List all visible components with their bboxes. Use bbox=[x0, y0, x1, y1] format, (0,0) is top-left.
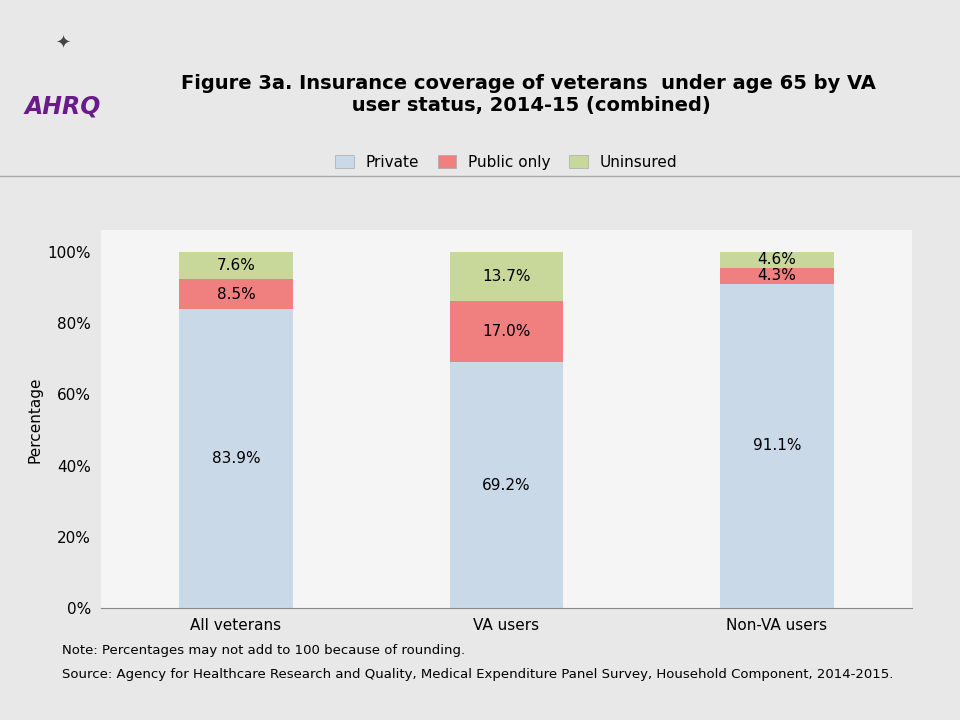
Text: 91.1%: 91.1% bbox=[753, 438, 801, 454]
Y-axis label: Percentage: Percentage bbox=[27, 376, 42, 463]
Bar bbox=[720, 252, 833, 269]
Text: ✦: ✦ bbox=[56, 34, 71, 52]
Text: 17.0%: 17.0% bbox=[482, 324, 531, 339]
Bar bbox=[449, 301, 564, 361]
Text: 7.6%: 7.6% bbox=[217, 258, 255, 273]
Text: 13.7%: 13.7% bbox=[482, 269, 531, 284]
Text: Note: Percentages may not add to 100 because of rounding.: Note: Percentages may not add to 100 bec… bbox=[62, 644, 466, 657]
Text: AHRQ: AHRQ bbox=[25, 94, 102, 118]
Text: 8.5%: 8.5% bbox=[217, 287, 255, 302]
Text: 69.2%: 69.2% bbox=[482, 477, 531, 492]
Text: 83.9%: 83.9% bbox=[212, 451, 260, 467]
Bar bbox=[449, 361, 564, 608]
Bar bbox=[180, 309, 293, 608]
Text: Source: Agency for Healthcare Research and Quality, Medical Expenditure Panel Su: Source: Agency for Healthcare Research a… bbox=[62, 668, 894, 681]
Bar bbox=[180, 252, 293, 279]
Bar bbox=[449, 252, 564, 301]
Text: Figure 3a. Insurance coverage of veterans  under age 65 by VA
 user status, 2014: Figure 3a. Insurance coverage of veteran… bbox=[180, 73, 876, 114]
Text: 4.6%: 4.6% bbox=[757, 253, 796, 268]
Legend: Private, Public only, Uninsured: Private, Public only, Uninsured bbox=[335, 155, 678, 170]
Bar bbox=[720, 269, 833, 284]
Bar bbox=[720, 284, 833, 608]
Bar bbox=[180, 279, 293, 309]
Text: 4.3%: 4.3% bbox=[757, 269, 796, 284]
